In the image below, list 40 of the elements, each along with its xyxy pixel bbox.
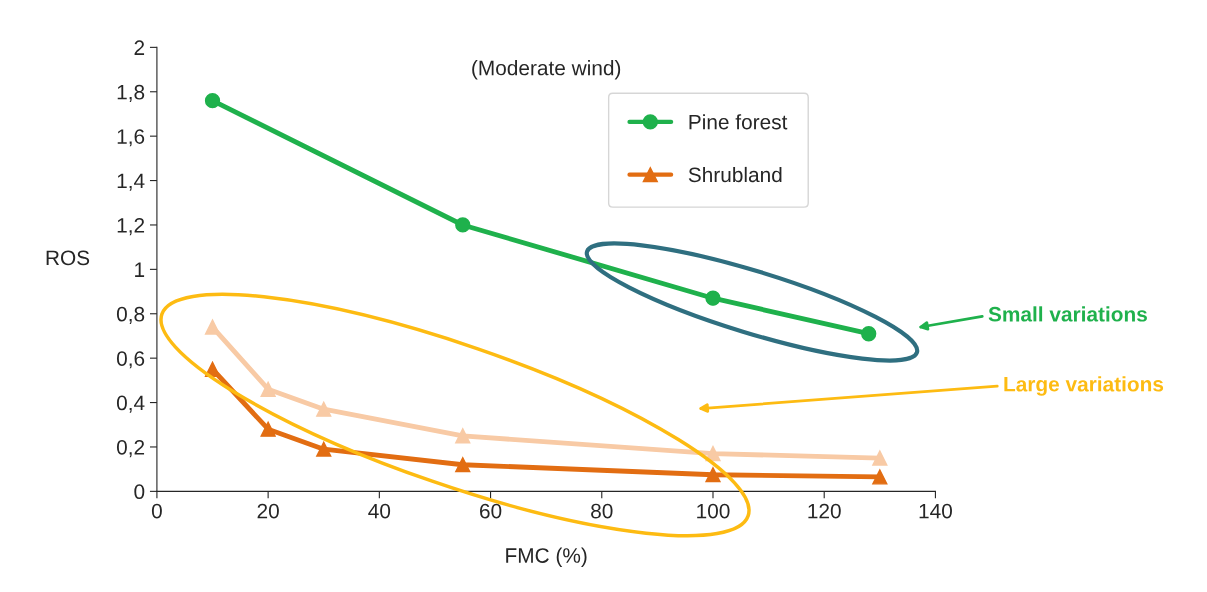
y-tick-label: 2 bbox=[134, 40, 145, 55]
point bbox=[455, 457, 471, 473]
y-axis-title: ROS bbox=[46, 250, 90, 266]
y-tick-label: 1,2 bbox=[117, 217, 145, 236]
y-tick-label: 1 bbox=[135, 262, 145, 277]
point bbox=[872, 450, 888, 466]
point bbox=[455, 217, 471, 233]
point bbox=[260, 421, 276, 437]
y-tick-label: 0,2 bbox=[116, 439, 145, 458]
x-tick-label: 140 bbox=[919, 503, 952, 519]
point bbox=[705, 467, 721, 483]
x-tick-label: 60 bbox=[480, 503, 502, 519]
x-tick-label: 80 bbox=[591, 503, 613, 519]
point bbox=[204, 93, 221, 109]
y-tick-label: 0 bbox=[134, 484, 145, 500]
point bbox=[316, 441, 332, 457]
x-axis-title: FMC (%) bbox=[506, 547, 587, 567]
text: (Moderate wind) bbox=[472, 60, 621, 80]
point bbox=[861, 326, 877, 342]
y-tick-label: 0,6 bbox=[116, 351, 145, 369]
point bbox=[316, 401, 332, 417]
y-tick-label: 1,8 bbox=[117, 84, 145, 102]
legend-label: Shrubland bbox=[688, 166, 782, 183]
x-tick-label: 0 bbox=[151, 503, 162, 519]
point bbox=[872, 469, 888, 485]
point bbox=[705, 290, 721, 306]
text: Small variations bbox=[988, 306, 1147, 322]
x-tick-label: 120 bbox=[808, 503, 841, 519]
x-tick-label: 40 bbox=[368, 503, 391, 519]
x-tick-label: 20 bbox=[257, 503, 279, 519]
y-tick-label: 1,4 bbox=[117, 173, 145, 191]
point bbox=[455, 428, 471, 444]
legend-label: Pine forest bbox=[689, 114, 788, 130]
y-tick-label: 0,8 bbox=[116, 306, 145, 324]
point bbox=[204, 319, 221, 335]
text: Large variations bbox=[1004, 376, 1164, 396]
point bbox=[260, 381, 276, 397]
x-tick-label: 100 bbox=[697, 503, 730, 519]
y-tick-label: 0,4 bbox=[116, 395, 145, 413]
y-tick-label: 1,6 bbox=[117, 129, 145, 147]
